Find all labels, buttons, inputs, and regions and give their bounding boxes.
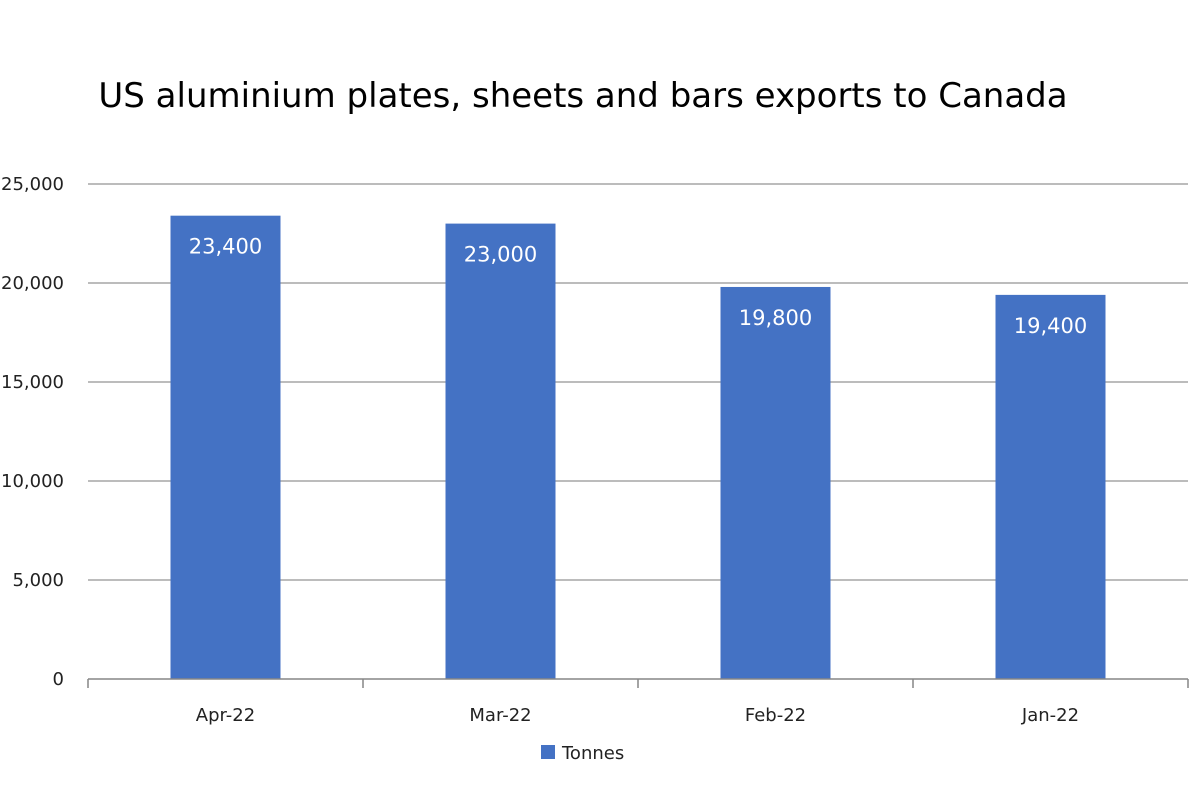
legend-label: Tonnes — [561, 743, 624, 764]
y-tick-label: 0 — [53, 669, 64, 690]
x-tick-label: Apr-22 — [196, 705, 255, 726]
bars: 23,400 23,000 19,800 19,400 — [170, 215, 1106, 679]
y-tick-label: 15,000 — [1, 372, 64, 393]
x-tick-label: Feb-22 — [745, 705, 806, 726]
y-tick-label: 25,000 — [1, 174, 64, 195]
bar — [170, 215, 281, 679]
x-tick-label: Jan-22 — [1021, 705, 1079, 726]
bar — [995, 294, 1106, 679]
bar — [720, 286, 831, 679]
x-tick-label: Mar-22 — [469, 705, 531, 726]
data-label: 23,000 — [464, 243, 537, 267]
legend: Tonnes — [541, 743, 624, 764]
x-axis: Apr-22 Mar-22 Feb-22 Jan-22 — [87, 678, 1189, 726]
y-axis-ticks: 0 5,000 10,000 15,000 20,000 25,000 — [1, 174, 64, 690]
y-tick-label: 20,000 — [1, 273, 64, 294]
legend-swatch — [541, 745, 555, 759]
data-label: 19,800 — [739, 306, 812, 330]
y-tick-label: 10,000 — [1, 471, 64, 492]
bar — [445, 223, 556, 679]
data-label: 19,400 — [1014, 314, 1087, 338]
data-label: 23,400 — [189, 235, 262, 259]
y-tick-label: 5,000 — [12, 570, 64, 591]
chart-title: US aluminium plates, sheets and bars exp… — [98, 76, 1067, 116]
